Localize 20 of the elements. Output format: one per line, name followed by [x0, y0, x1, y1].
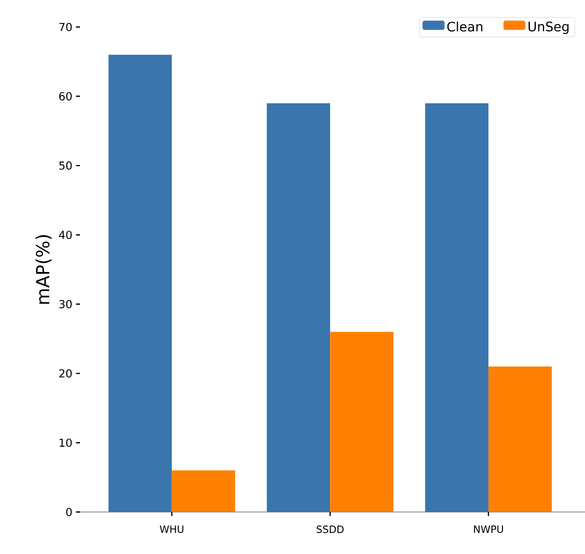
y-axis-title: mAP(%)	[36, 235, 52, 304]
bar	[108, 54, 172, 512]
x-tick-label: WHU	[160, 526, 184, 533]
bar	[172, 470, 236, 512]
y-tick-label: 30	[59, 300, 72, 308]
x-tick-label: NWPU	[474, 526, 503, 533]
y-tick-label: 70	[59, 22, 72, 32]
bar	[330, 332, 394, 512]
legend-label: Clean	[447, 21, 482, 32]
y-tick-label: 20	[59, 369, 72, 378]
y-tick-label: 50	[59, 161, 72, 170]
y-tick-label: 10	[60, 438, 72, 447]
y-tick-label: 40	[59, 230, 72, 240]
y-tick-label: 60	[59, 92, 72, 100]
bar	[425, 103, 488, 512]
bar	[488, 366, 552, 512]
y-tick-label: 0	[66, 508, 72, 516]
bar	[266, 103, 330, 512]
legend-label: UnSeg	[528, 22, 569, 34]
x-tick-label: SSDD	[316, 526, 344, 534]
